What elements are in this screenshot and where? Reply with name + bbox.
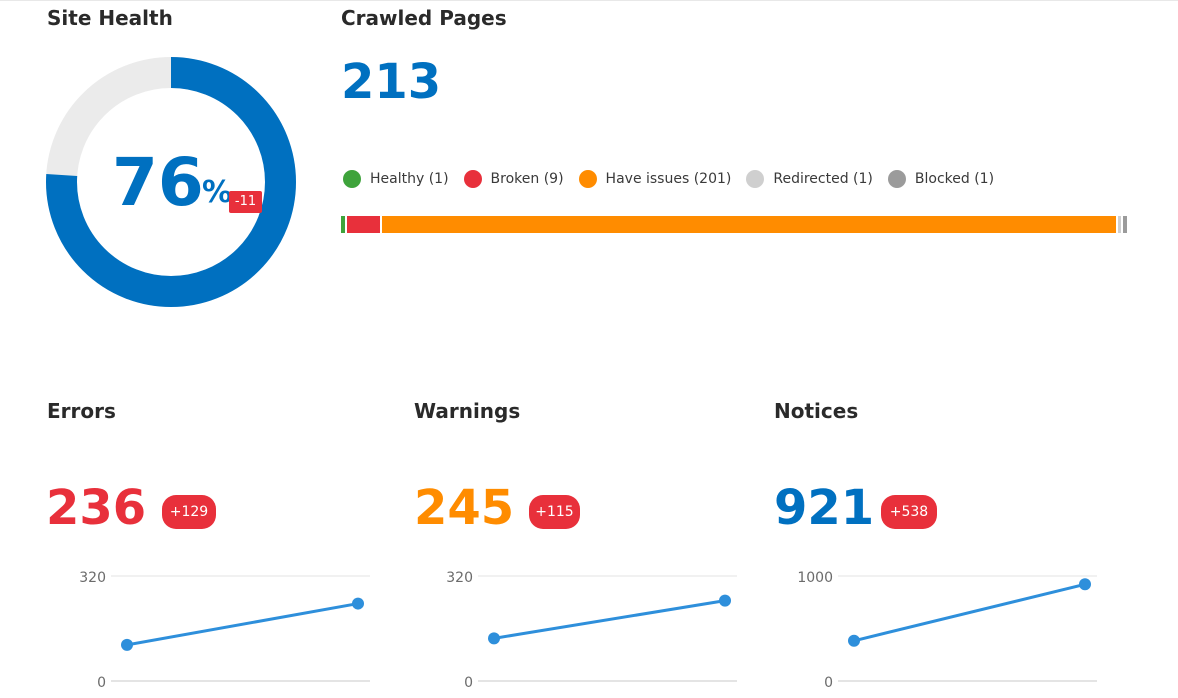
crawled-pages-title[interactable]: Crawled Pages — [341, 6, 507, 30]
errors-title[interactable]: Errors — [47, 399, 116, 423]
legend-label: Have issues (201) — [605, 171, 732, 187]
notices-axis-max: 1000 — [797, 570, 833, 586]
legend-dot-icon — [887, 170, 906, 188]
trend-point[interactable] — [848, 634, 860, 647]
crawled-pages-total[interactable]: 213 — [341, 54, 442, 110]
errors-change-badge: +129 — [162, 495, 216, 529]
legend-dot-icon — [343, 170, 361, 188]
legend-item[interactable]: Broken (9) — [463, 170, 564, 188]
bar-segment[interactable] — [344, 216, 380, 233]
legend-dot-icon — [746, 170, 765, 188]
warnings-trend-chart: 320 0 — [446, 570, 737, 691]
site-health-unit: % — [202, 175, 233, 210]
notices-value[interactable]: 921 — [774, 480, 875, 536]
trend-point[interactable] — [488, 632, 500, 645]
legend-item[interactable]: Blocked (1) — [887, 170, 995, 188]
errors-value[interactable]: 236 — [46, 480, 147, 536]
errors-axis-max: 320 — [79, 570, 106, 586]
legend-dot-icon — [578, 170, 597, 188]
site-health-title: Site Health — [47, 6, 173, 30]
site-health-donut — [46, 57, 296, 307]
legend-dot-icon — [463, 170, 482, 188]
trend-line — [493, 599, 726, 640]
bar-segment[interactable] — [1115, 216, 1122, 233]
notices-axis-min: 0 — [824, 675, 833, 691]
errors-axis-min: 0 — [97, 675, 106, 691]
legend-label: Healthy (1) — [370, 171, 449, 187]
notices-change-badge: +538 — [881, 495, 937, 529]
notices-title[interactable]: Notices — [774, 399, 859, 423]
trend-point[interactable] — [719, 594, 731, 607]
warnings-axis-min: 0 — [464, 675, 473, 691]
trend-point[interactable] — [1079, 578, 1091, 591]
warnings-axis-max: 320 — [446, 570, 473, 586]
warnings-value[interactable]: 245 — [414, 480, 515, 536]
donut-progress-arc — [46, 57, 296, 307]
legend-item[interactable]: Redirected (1) — [746, 170, 873, 188]
site-health-change-badge: -11 — [229, 191, 262, 213]
crawled-legend: Healthy (1) Broken (9) Have issues (201) Re… — [343, 170, 1009, 188]
trend-line — [853, 582, 1086, 643]
legend-label: Redirected (1) — [773, 171, 873, 187]
notices-trend-chart: 1000 0 — [797, 570, 1097, 691]
legend-item[interactable]: Healthy (1) — [343, 170, 449, 188]
legend-label: Broken (9) — [490, 171, 564, 187]
warnings-title[interactable]: Warnings — [414, 399, 521, 423]
errors-trend-chart: 320 0 — [79, 570, 370, 691]
legend-label: Blocked (1) — [914, 171, 995, 187]
bar-segment[interactable] — [341, 216, 345, 233]
bar-segment[interactable] — [1121, 216, 1128, 233]
warnings-change-badge: +115 — [529, 495, 580, 529]
crawled-distribution-bar[interactable] — [341, 216, 1128, 233]
trend-point[interactable] — [352, 597, 364, 610]
legend-item[interactable]: Have issues (201) — [578, 170, 732, 188]
bar-segment[interactable] — [379, 216, 1116, 233]
site-health-value: 76 — [112, 144, 204, 221]
trend-line — [126, 602, 359, 647]
trend-point[interactable] — [121, 638, 133, 651]
top-divider — [0, 0, 1178, 1]
